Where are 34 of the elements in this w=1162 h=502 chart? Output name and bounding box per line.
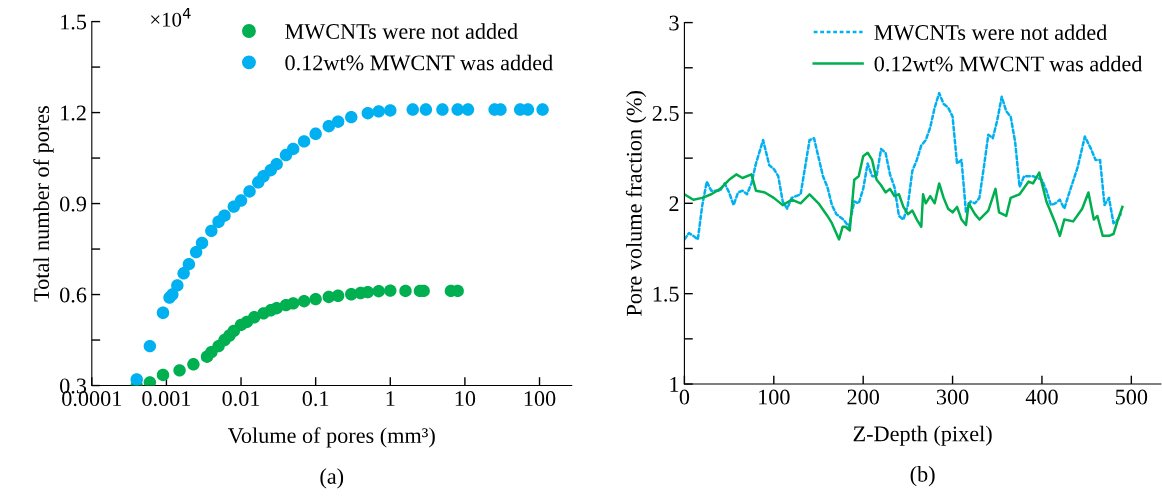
y-tick-label: 1.5 bbox=[653, 286, 679, 302]
y-axis-title: Pore volume fraction (%) bbox=[625, 91, 647, 316]
x-axis-title: Volume of pores (mm³) bbox=[227, 427, 435, 448]
legend-label: 0.12wt% MWCNT was added bbox=[874, 55, 1143, 72]
line-series bbox=[684, 151, 1124, 241]
legend-label: 0.12wt% MWCNT was added bbox=[285, 54, 553, 71]
y-tick-label: 1 bbox=[670, 377, 679, 392]
y-tick-label: 2.5 bbox=[652, 105, 679, 121]
x-tick-label: 0.1 bbox=[302, 391, 329, 407]
x-tick-label: 300 bbox=[936, 389, 969, 405]
text: (b) bbox=[910, 466, 935, 487]
y-tick-label: 3 bbox=[669, 15, 679, 31]
line-series bbox=[684, 91, 1122, 241]
x-tick-label: 100 bbox=[759, 389, 790, 405]
x-axis-title: Z-Depth (pixel) bbox=[853, 425, 992, 446]
x-tick-label: 10 bbox=[455, 391, 476, 407]
y-tick-label: 0.6 bbox=[60, 287, 87, 303]
y-tick-label: 1.2 bbox=[61, 105, 86, 121]
text: (a) bbox=[320, 468, 344, 489]
legend-label: MWCNTs were not added bbox=[285, 23, 518, 40]
y-tick-label: 1.5 bbox=[61, 14, 87, 30]
y-axis-title: Total number of pores bbox=[33, 106, 54, 302]
x-tick-label: 200 bbox=[847, 389, 880, 405]
y-tick-label: 0.9 bbox=[60, 196, 87, 212]
annotation: ×10$^{4}$ bbox=[151, 7, 191, 27]
y-tick-label: 2 bbox=[669, 196, 679, 212]
x-tick-label: 0.001 bbox=[142, 391, 191, 407]
x-tick-label: 1 bbox=[386, 391, 395, 406]
x-tick-label: 0 bbox=[679, 389, 690, 405]
x-tick-label: 400 bbox=[1025, 389, 1058, 405]
x-tick-label: 100 bbox=[524, 391, 556, 407]
x-tick-label: 500 bbox=[1115, 389, 1148, 405]
x-tick-label: 0.01 bbox=[222, 391, 260, 407]
legend-label: MWCNTs were not added bbox=[874, 24, 1108, 41]
